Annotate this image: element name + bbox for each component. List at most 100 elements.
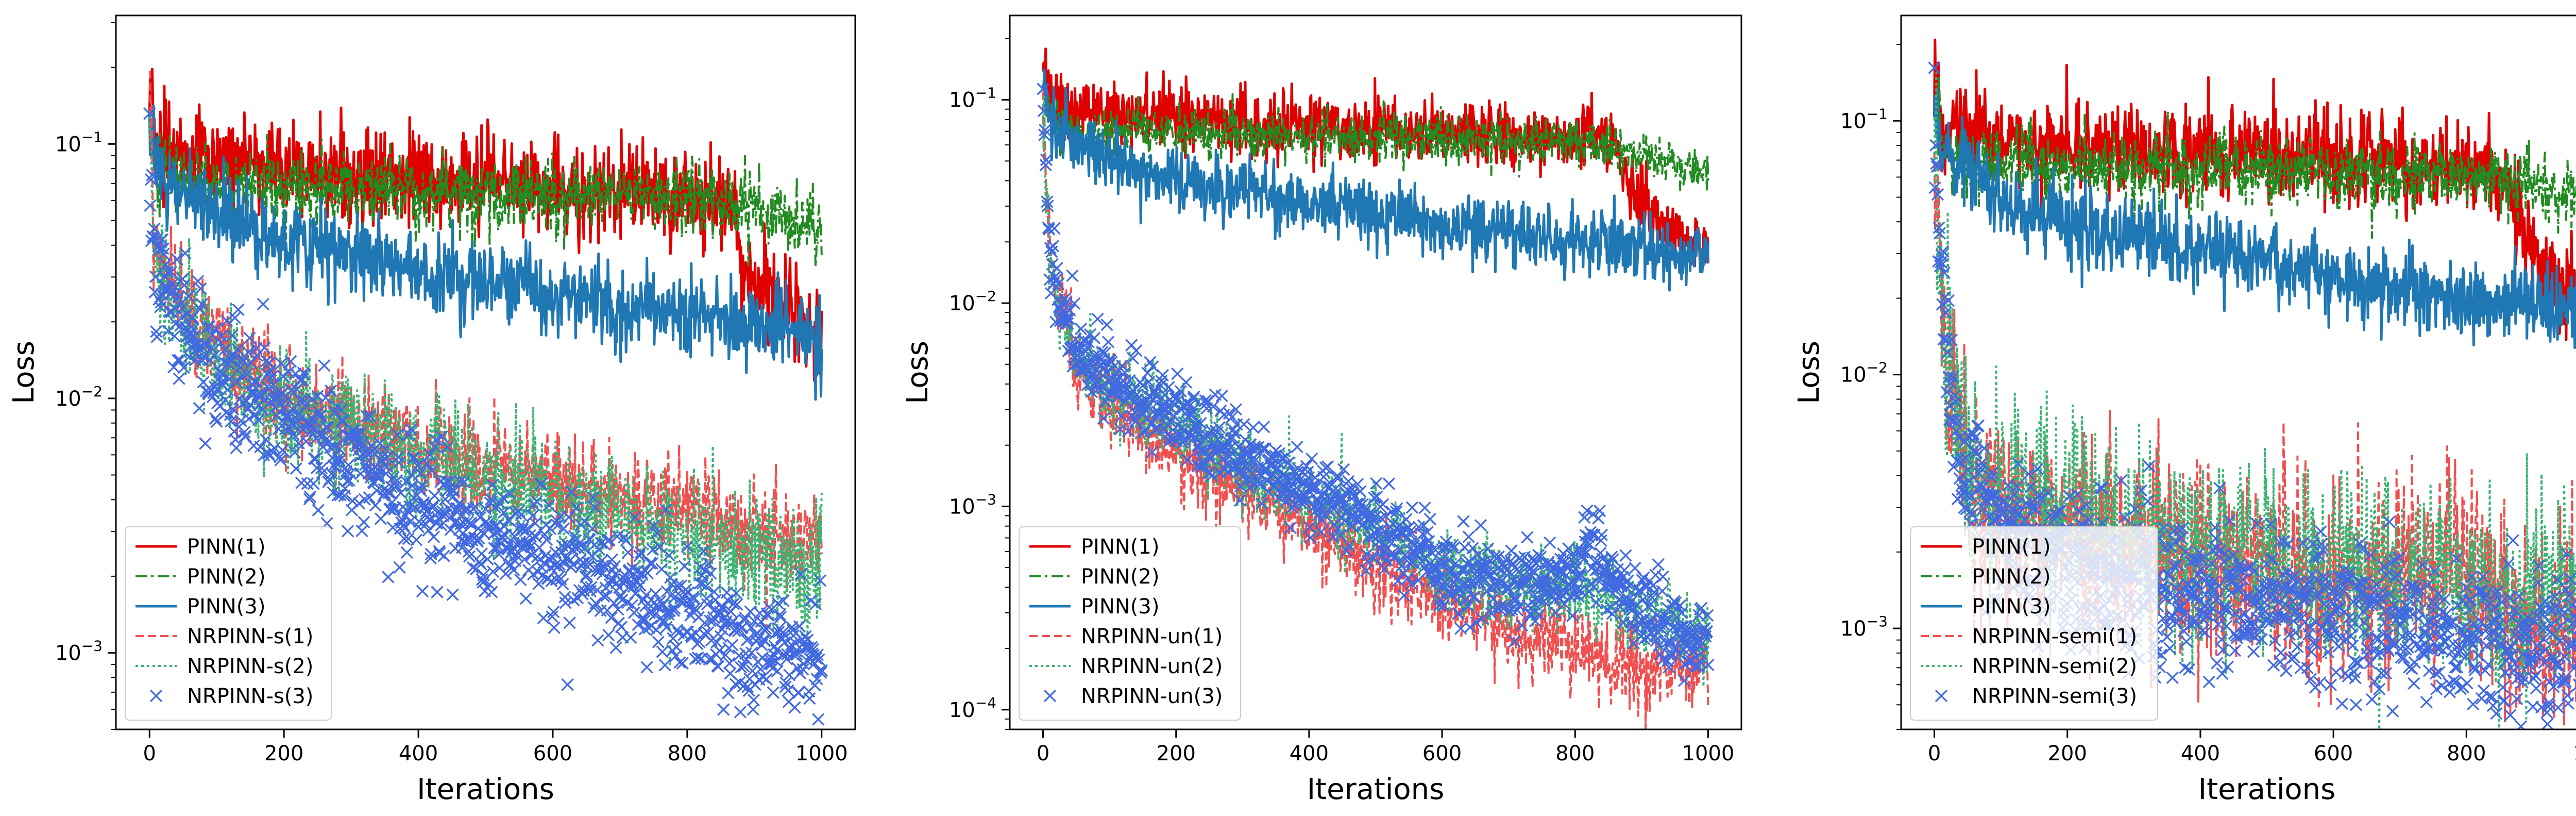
data-point	[773, 608, 787, 621]
data-point	[157, 247, 170, 260]
data-point	[2233, 611, 2246, 624]
data-point	[2161, 620, 2174, 633]
data-point	[776, 626, 789, 639]
data-point	[1052, 277, 1065, 290]
data-point	[809, 597, 822, 611]
data-point	[1116, 359, 1129, 372]
legend-label: PINN(2)	[187, 565, 265, 589]
data-point	[2033, 489, 2046, 502]
data-point	[628, 511, 641, 524]
data-point	[567, 593, 580, 607]
data-point	[2033, 493, 2046, 506]
y-tick-label: 10−2	[949, 288, 996, 315]
data-point	[1578, 511, 1591, 524]
data-point	[1954, 451, 1967, 464]
y-tick-label: 10−1	[1840, 105, 1888, 133]
data-point	[2463, 603, 2476, 616]
data-point	[2435, 679, 2448, 692]
data-point	[1935, 249, 1948, 262]
data-point	[609, 641, 622, 654]
data-point	[398, 532, 411, 545]
data-point	[1068, 297, 1081, 310]
data-point	[392, 451, 405, 463]
data-point	[1939, 306, 1952, 319]
data-point	[1969, 431, 1981, 444]
data-point	[1079, 345, 1092, 358]
data-point	[497, 506, 510, 519]
data-point	[426, 464, 438, 477]
data-point	[745, 646, 758, 659]
data-point	[2010, 480, 2023, 493]
data-point	[358, 515, 370, 528]
data-point	[477, 569, 490, 581]
data-point	[2129, 503, 2142, 515]
data-point	[2018, 513, 2031, 527]
data-point	[2495, 596, 2508, 609]
data-point	[2375, 667, 2388, 679]
data-point	[427, 530, 440, 543]
data-point	[1137, 379, 1149, 392]
data-point	[1930, 160, 1943, 173]
data-point	[2393, 551, 2406, 564]
data-point	[1060, 312, 1074, 325]
data-point	[1689, 660, 1702, 673]
data-point	[691, 651, 704, 664]
data-point	[2013, 507, 2026, 520]
data-point	[2503, 592, 2516, 605]
data-point	[171, 354, 184, 367]
data-point	[1331, 522, 1344, 535]
data-point	[2209, 521, 2222, 534]
data-point	[1361, 555, 1374, 568]
data-point	[1430, 572, 1443, 585]
data-point	[1508, 635, 1521, 648]
data-point	[1595, 528, 1608, 541]
data-point	[144, 199, 157, 212]
y-tick-label: 10−3	[55, 637, 103, 665]
data-point	[1378, 562, 1391, 576]
legend: PINN(1) PINN(2) PINN(3) NRPINN-semi(1) NRPIN…	[1910, 526, 2158, 721]
data-point	[146, 169, 159, 181]
data-point	[641, 567, 654, 579]
data-point	[516, 523, 529, 536]
data-point	[2263, 616, 2276, 629]
legend-box	[125, 526, 332, 721]
data-point	[2450, 552, 2463, 565]
data-point	[638, 623, 651, 636]
data-point	[2546, 650, 2560, 663]
data-point	[1928, 181, 1941, 194]
data-point	[1505, 603, 1518, 616]
data-point	[2278, 611, 2291, 624]
data-point	[2517, 671, 2530, 684]
data-point	[1937, 245, 1950, 258]
y-axis-label: Loss	[1792, 341, 1826, 404]
data-point	[2175, 601, 2188, 613]
data-point	[722, 687, 735, 700]
data-point	[2491, 585, 2504, 598]
data-point	[346, 494, 359, 507]
data-point	[1314, 502, 1327, 515]
data-point	[2530, 682, 2543, 695]
data-point	[1656, 585, 1669, 597]
data-point	[2180, 635, 2193, 648]
data-point	[2095, 482, 2108, 495]
data-point	[1061, 317, 1074, 330]
data-point	[759, 624, 772, 637]
data-point	[2532, 576, 2545, 589]
data-point	[2324, 678, 2337, 691]
data-point	[2541, 700, 2555, 713]
legend-label: NRPINN-s(3)	[187, 685, 313, 708]
data-point	[2241, 561, 2254, 575]
data-point	[1074, 323, 1088, 336]
data-point	[625, 598, 639, 612]
data-point	[219, 406, 233, 419]
data-point	[481, 553, 494, 565]
data-point	[203, 320, 216, 333]
data-point	[651, 527, 664, 540]
data-point	[2534, 621, 2547, 634]
data-point	[2554, 620, 2567, 632]
data-point	[462, 503, 474, 516]
data-point	[1091, 312, 1104, 326]
data-point	[1586, 528, 1599, 541]
data-point	[1400, 513, 1413, 526]
data-point	[290, 382, 303, 396]
